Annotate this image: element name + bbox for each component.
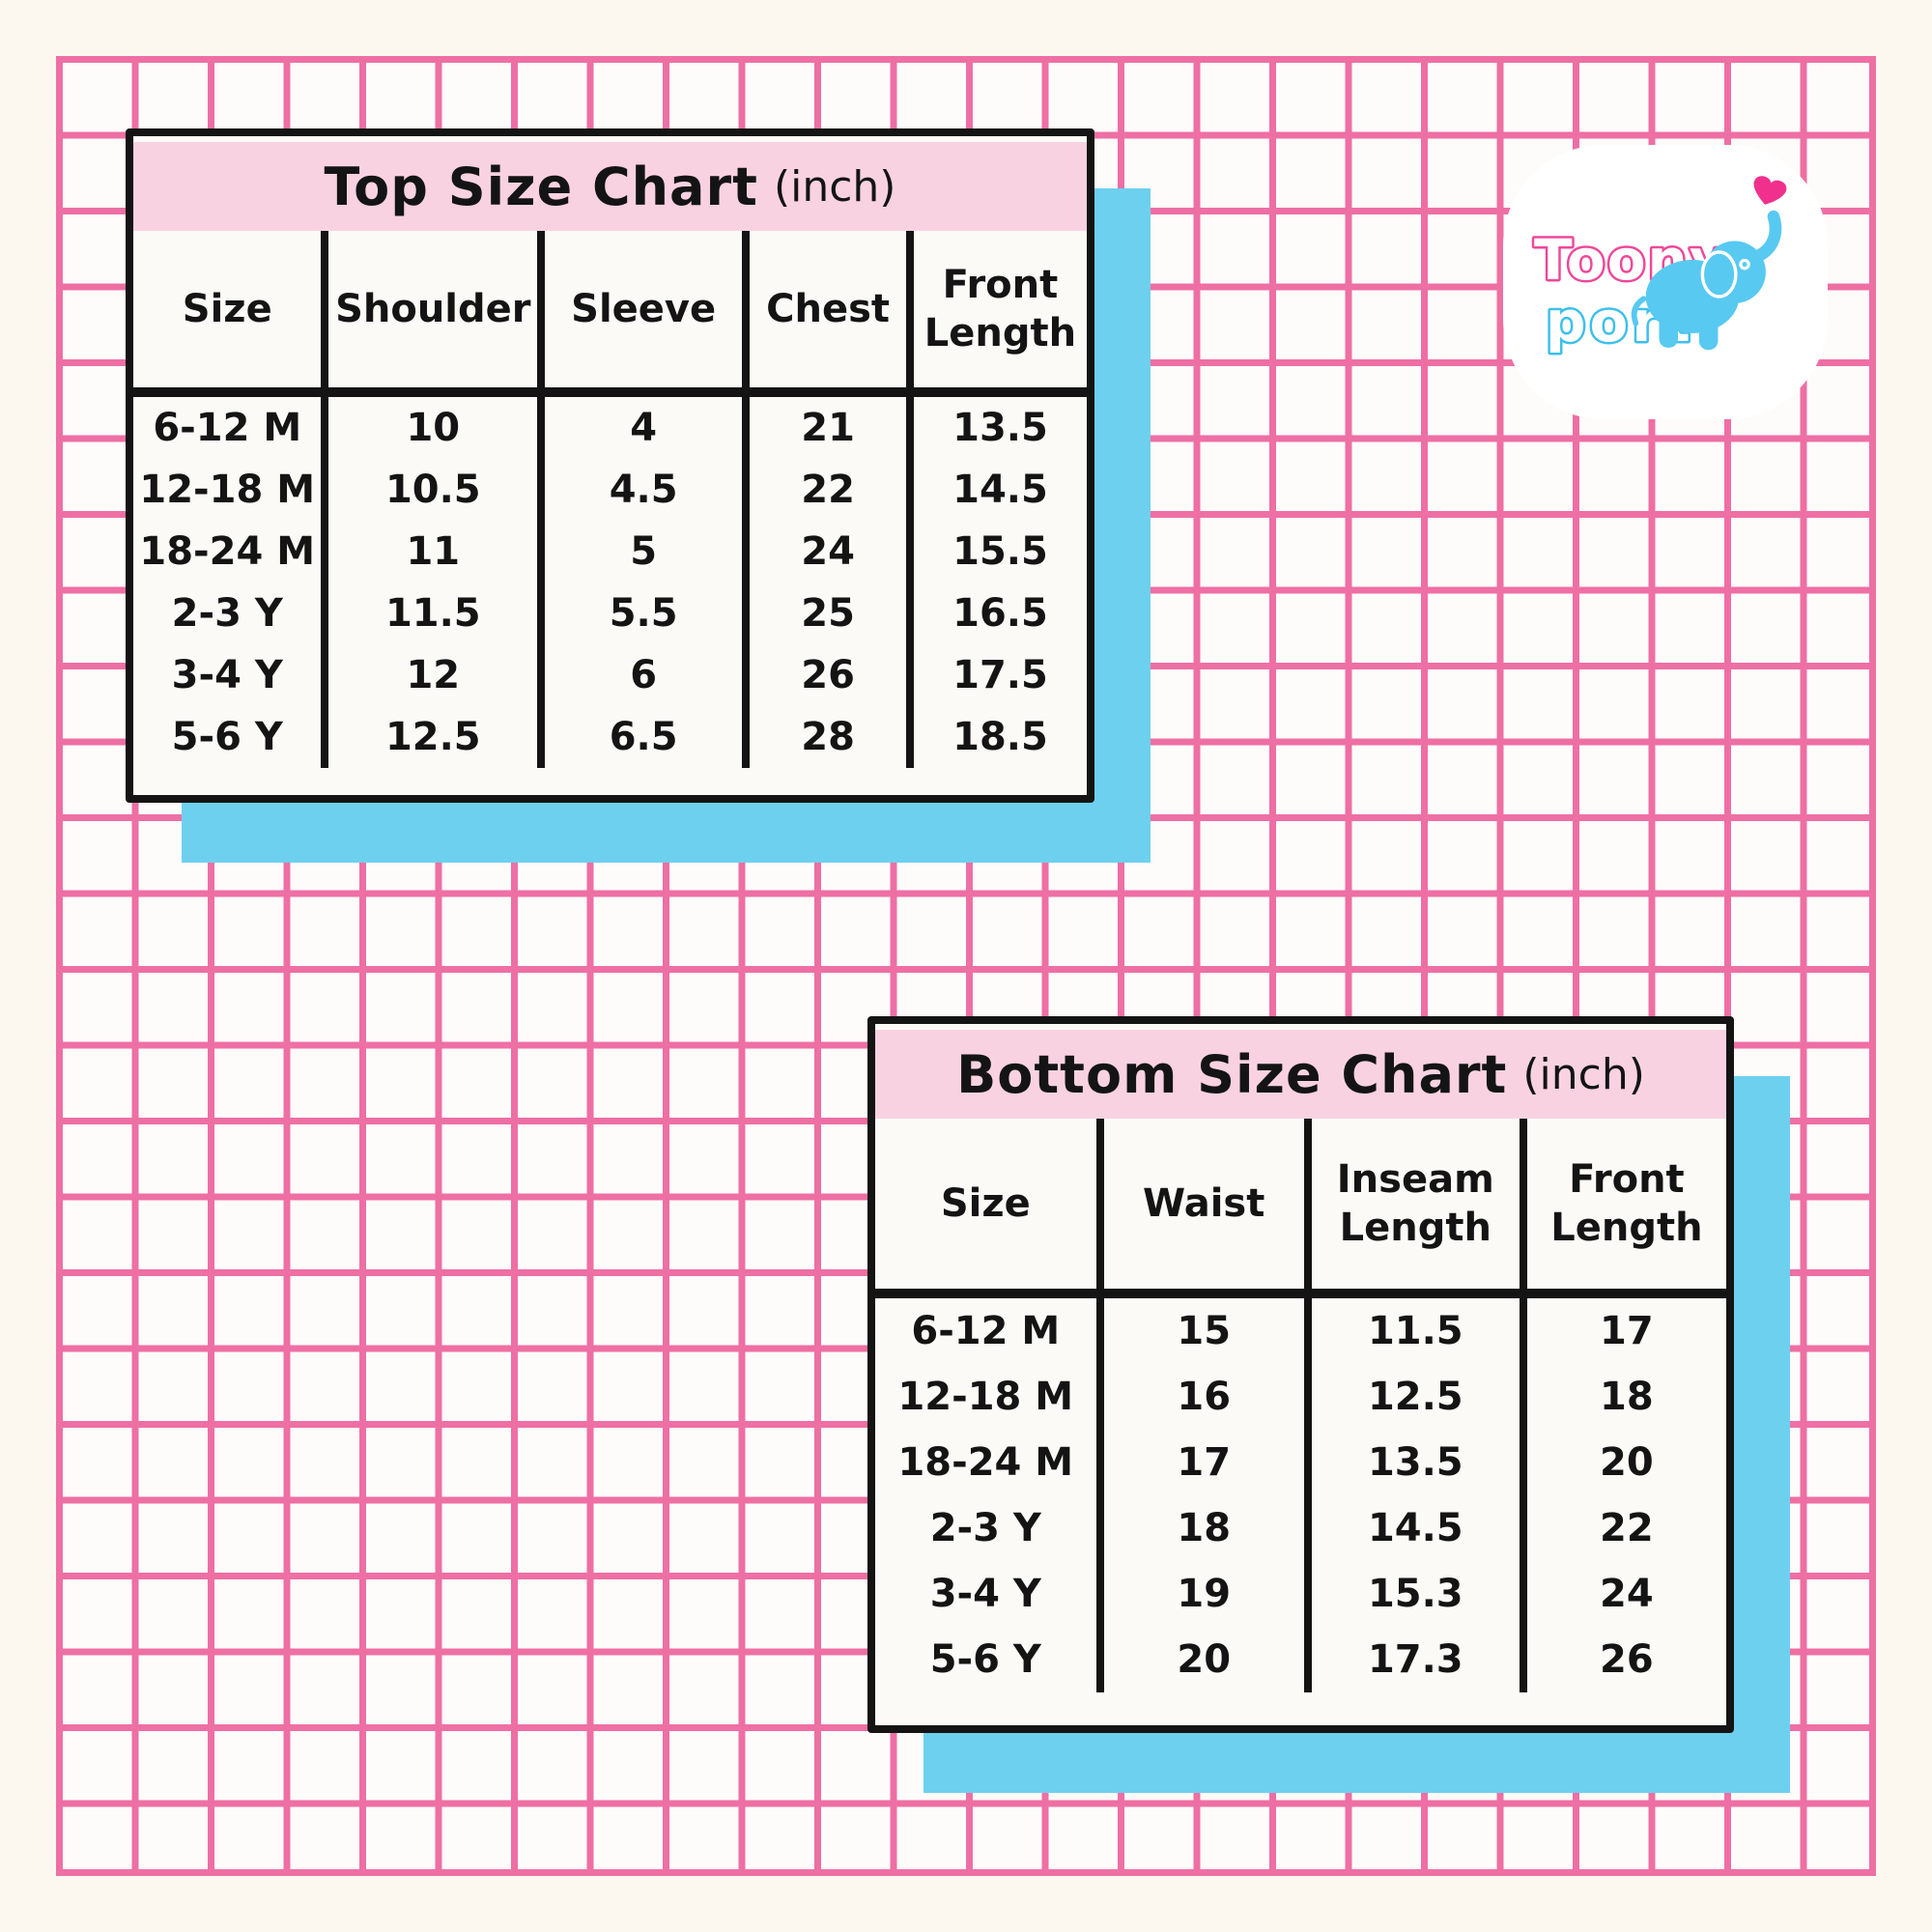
table-cell: 15: [1177, 1309, 1232, 1353]
top-chart-titlebar: Top Size Chart (inch): [133, 142, 1087, 231]
table-cell: 5-6 Y: [171, 715, 283, 759]
table-cell: 13.5: [952, 406, 1048, 450]
toonyport-logo-art: Toony port: [1532, 176, 1787, 357]
table-cell: 18-24 M: [139, 529, 316, 574]
top-chart: Top Size Chart (inch) Size 6-12 M 12-18 M 1…: [126, 128, 1094, 803]
table-cell: 14.5: [1367, 1506, 1463, 1550]
table-cell: 18-24 M: [897, 1440, 1074, 1485]
table-cell: 15.5: [952, 529, 1048, 574]
table-cell: 22: [801, 468, 855, 512]
table-cell: 12-18 M: [897, 1375, 1074, 1419]
top-chart-title: Top Size Chart: [324, 156, 758, 217]
table-cell: 11: [406, 529, 461, 574]
column-size: Size 6-12 M 12-18 M 18-24 M 2-3 Y 3-4 Y 5-6 Y: [875, 1119, 1096, 1692]
table-cell: 2-3 Y: [929, 1506, 1041, 1550]
table-cell: 10: [406, 406, 461, 450]
elephant-ear: [1700, 250, 1738, 298]
table-cell: 18: [1600, 1375, 1654, 1419]
elephant-icon: [1631, 176, 1787, 351]
elephant-trunk: [1750, 210, 1782, 263]
bottom-chart-table: Size 6-12 M 12-18 M 18-24 M 2-3 Y 3-4 Y 5-6 Y W…: [875, 1119, 1726, 1725]
column-front-length: Front Length 17 18 20 22 24 26: [1519, 1119, 1726, 1692]
table-cell: 4.5: [609, 468, 678, 512]
elephant-tail: [1631, 296, 1647, 327]
table-cell: 15.3: [1367, 1572, 1463, 1616]
bottom-chart-titlebar: Bottom Size Chart (inch): [875, 1030, 1726, 1119]
table-cell: 26: [801, 653, 855, 697]
column-chest: Chest 21 22 24 25 26 28: [742, 231, 906, 768]
column-header: Shoulder: [328, 231, 538, 397]
table-cell: 3-4 Y: [171, 653, 283, 697]
column-waist: Waist 15 16 17 18 19 20: [1095, 1119, 1304, 1692]
toonyport-logo: Toony port: [1503, 145, 1828, 419]
table-cell: 28: [801, 715, 855, 759]
table-cell: 14.5: [952, 468, 1048, 512]
bottom-chart-title: Bottom Size Chart: [956, 1043, 1508, 1105]
table-cell: 6-12 M: [153, 406, 302, 450]
column-size: Size 6-12 M 12-18 M 18-24 M 2-3 Y 3-4 Y 5-6 Y: [133, 231, 322, 768]
top-chart-title-unit: (inch): [773, 161, 896, 212]
column-front-length: Front Length 13.5 14.5 15.5 16.5 17.5 18.5: [905, 231, 1087, 768]
table-cell: 5-6 Y: [929, 1637, 1041, 1682]
bottom-size-chart-card: Bottom Size Chart (inch) Size 6-12 M 12-18…: [867, 1016, 1790, 1793]
table-cell: 12.5: [1367, 1375, 1463, 1419]
column-sleeve: Sleeve 4 4.5 5 5.5 6 6.5: [537, 231, 743, 768]
column-header: Sleeve: [545, 231, 743, 397]
top-size-chart-card: Top Size Chart (inch) Size 6-12 M 12-18 M 1…: [126, 128, 1151, 863]
table-cell: 17: [1600, 1309, 1654, 1353]
table-cell: 19: [1177, 1572, 1232, 1616]
table-cell: 6.5: [609, 715, 678, 759]
table-cell: 16: [1177, 1375, 1232, 1419]
column-shoulder: Shoulder 10 10.5 11 11.5 12 12.5: [321, 231, 538, 768]
table-cell: 20: [1600, 1440, 1654, 1485]
column-header: Size: [133, 231, 322, 397]
table-cell: 12-18 M: [139, 468, 316, 512]
column-inseam-length: Inseam Length 11.5 12.5 13.5 14.5 15.3 17.3: [1303, 1119, 1520, 1692]
column-header: Front Length: [913, 231, 1087, 397]
column-header: Inseam Length: [1311, 1119, 1520, 1298]
table-cell: 17: [1177, 1440, 1232, 1485]
table-cell: 12.5: [384, 715, 481, 759]
bottom-chart-title-unit: (inch): [1522, 1049, 1645, 1099]
table-cell: 16.5: [952, 591, 1048, 636]
table-cell: 24: [1600, 1572, 1654, 1616]
table-cell: 18: [1177, 1506, 1232, 1550]
table-cell: 25: [801, 591, 855, 636]
table-cell: 20: [1177, 1637, 1232, 1682]
table-cell: 10.5: [384, 468, 481, 512]
table-cell: 22: [1600, 1506, 1654, 1550]
heart-icon: [1753, 176, 1787, 205]
table-cell: 13.5: [1367, 1440, 1463, 1485]
table-cell: 26: [1600, 1637, 1654, 1682]
table-cell: 2-3 Y: [171, 591, 283, 636]
table-cell: 11.5: [1367, 1309, 1463, 1353]
table-cell: 18.5: [952, 715, 1048, 759]
table-cell: 6-12 M: [911, 1309, 1061, 1353]
bottom-chart: Bottom Size Chart (inch) Size 6-12 M 12-18…: [867, 1016, 1734, 1733]
table-cell: 5.5: [609, 591, 678, 636]
table-cell: 6: [630, 653, 658, 697]
column-header: Size: [875, 1119, 1096, 1298]
table-cell: 24: [801, 529, 855, 574]
table-cell: 21: [801, 406, 855, 450]
table-cell: 17.5: [952, 653, 1048, 697]
column-header: Waist: [1103, 1119, 1304, 1298]
column-header: Front Length: [1526, 1119, 1726, 1298]
table-cell: 17.3: [1367, 1637, 1463, 1682]
table-cell: 12: [406, 653, 461, 697]
table-cell: 4: [630, 406, 658, 450]
table-cell: 11.5: [384, 591, 481, 636]
table-cell: 5: [630, 529, 658, 574]
table-cell: 3-4 Y: [929, 1572, 1041, 1616]
column-header: Chest: [750, 231, 906, 397]
